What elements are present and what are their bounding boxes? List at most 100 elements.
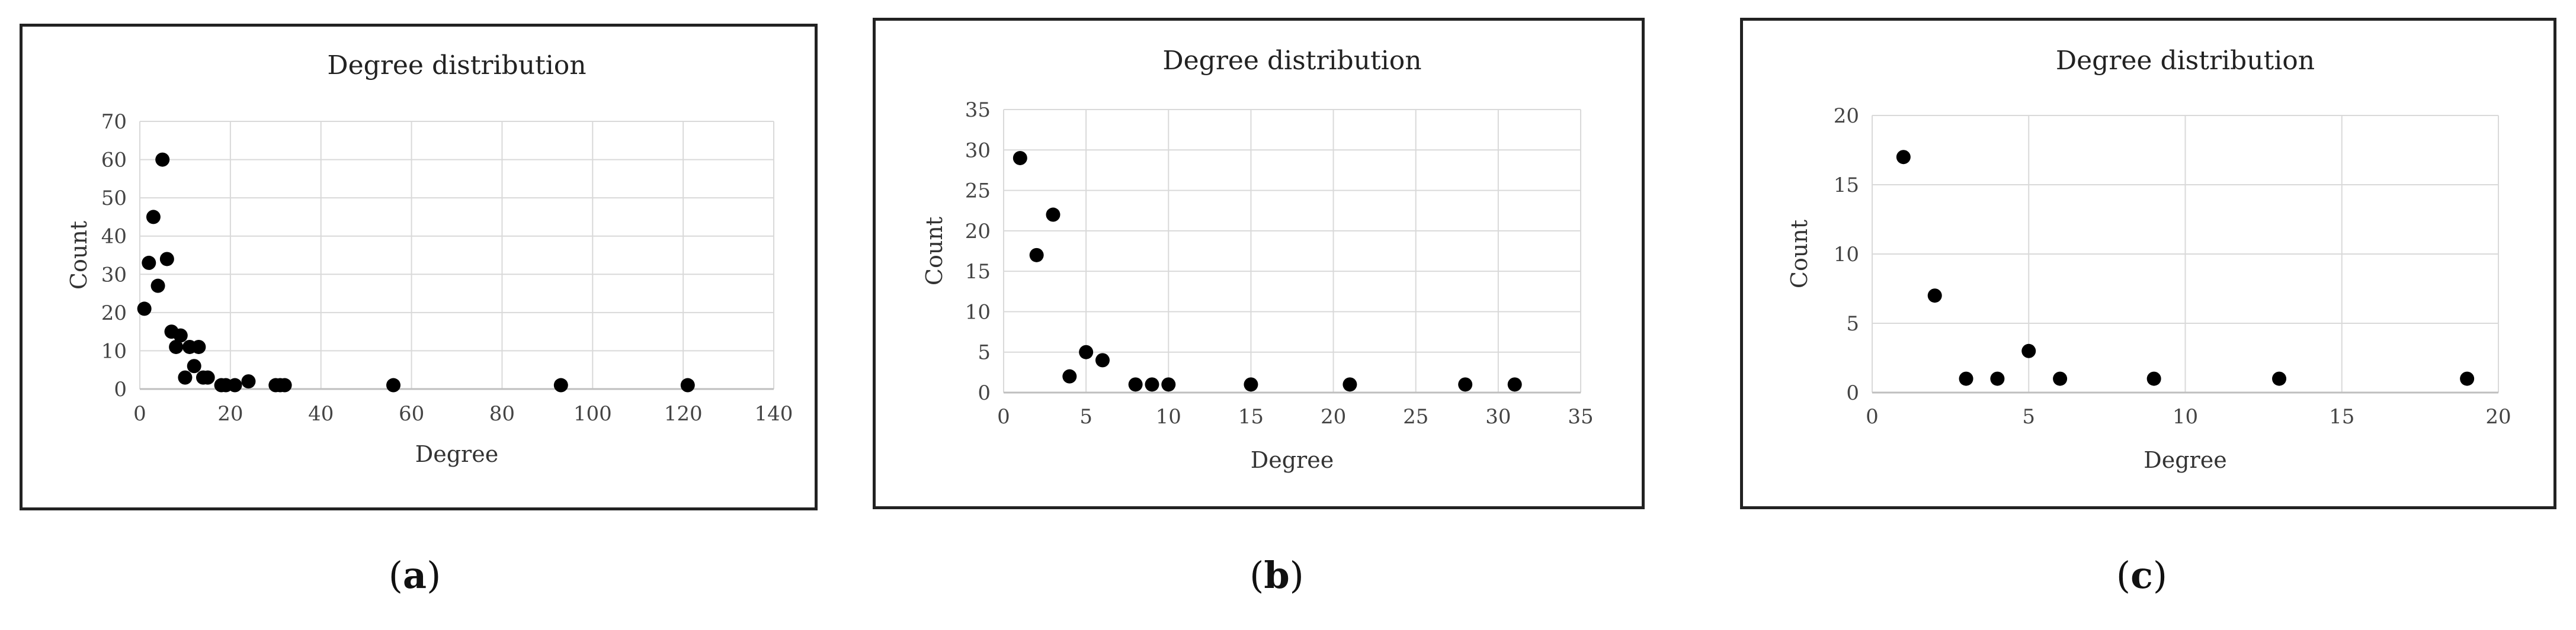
data-point-b <box>1161 377 1176 392</box>
y-tick-label-a: 50 <box>101 187 127 210</box>
data-point-c <box>1927 288 1942 303</box>
data-point-b <box>1507 377 1522 392</box>
x-tick-label-a: 140 <box>755 402 793 426</box>
y-tick-label-c: 15 <box>1834 173 1859 197</box>
y-tick-label-a: 20 <box>101 301 127 325</box>
x-tick-label-b: 25 <box>1403 405 1428 429</box>
data-point-b <box>1013 150 1027 165</box>
data-point-a <box>155 152 170 167</box>
data-point-b <box>1128 377 1143 392</box>
y-tick-label-c: 20 <box>1834 104 1859 128</box>
data-point-a <box>386 378 401 393</box>
scatter-plot-b: Degree distribution 0 5 10 15 20 25 30 35 0 5 10 15 2… <box>921 46 1594 473</box>
data-point-c <box>2021 343 2036 358</box>
x-axis-title-c: Degree <box>2144 447 2226 473</box>
scatter-plot-c: Degree distribution 0 5 10 15 20 0 5 10 15 20 Degre… <box>1786 46 2511 473</box>
x-tick-label-c: 5 <box>2022 405 2035 429</box>
x-tick-label-b: 30 <box>1485 405 1511 429</box>
x-tick-label-a: 0 <box>133 402 146 426</box>
x-tick-label-b: 20 <box>1321 405 1346 429</box>
x-tick-label-b: 0 <box>997 405 1010 429</box>
y-tick-label-a: 40 <box>101 225 127 249</box>
data-point-a <box>150 278 165 293</box>
data-point-b <box>1046 207 1060 222</box>
x-tick-label-a: 60 <box>399 402 424 426</box>
data-point-a <box>277 378 292 393</box>
caption-b: (b) <box>1249 554 1304 597</box>
y-tick-label-b: 15 <box>965 260 991 284</box>
data-point-a <box>241 374 256 389</box>
y-tick-label-a: 30 <box>101 263 127 287</box>
data-point-a <box>553 378 568 393</box>
data-point-b <box>1079 345 1094 359</box>
data-point-a <box>191 339 206 354</box>
chart-c: Degree distribution 0 5 10 15 20 0 5 10 15 20 Degre… <box>1740 18 2556 509</box>
data-point-a <box>146 210 161 224</box>
data-point-a <box>187 359 201 374</box>
data-point-a <box>680 378 695 393</box>
data-point-a <box>178 370 193 385</box>
y-axis-title-b: Count <box>921 217 947 285</box>
chart-b: Degree distribution 0 5 10 15 20 25 30 35 0 5 10 15 2… <box>873 18 1645 509</box>
chart-title-c: Degree distribution <box>2056 46 2315 76</box>
y-tick-label-a: 70 <box>101 110 127 134</box>
data-point-b <box>1145 377 1159 392</box>
data-point-a <box>137 301 152 316</box>
y-tick-label-b: 0 <box>978 381 991 405</box>
y-tick-label-b: 35 <box>965 98 991 122</box>
y-tick-label-a: 10 <box>101 339 127 363</box>
data-point-c <box>1990 371 2005 386</box>
x-tick-label-b: 35 <box>1568 405 1593 429</box>
data-point-c <box>1959 371 1973 386</box>
x-tick-label-c: 15 <box>2329 405 2354 429</box>
y-tick-label-b: 30 <box>965 139 991 162</box>
x-tick-label-a: 120 <box>664 402 703 426</box>
y-tick-label-a: 0 <box>114 378 127 401</box>
data-point-b <box>1343 377 1357 392</box>
x-axis-title-b: Degree <box>1251 447 1334 473</box>
y-tick-label-c: 5 <box>1846 312 1859 336</box>
chart-title-a: Degree distribution <box>327 50 586 81</box>
x-tick-label-a: 80 <box>489 402 515 426</box>
data-point-a <box>142 255 156 270</box>
x-tick-label-a: 40 <box>308 402 334 426</box>
data-point-b <box>1244 377 1258 392</box>
data-point-b <box>1062 369 1077 384</box>
data-point-b <box>1458 377 1473 392</box>
x-axis-title-a: Degree <box>415 441 498 467</box>
y-axis-title-c: Count <box>1786 220 1812 288</box>
data-point-c <box>2053 371 2068 386</box>
data-point-c <box>2272 371 2287 386</box>
data-point-c <box>2146 371 2161 386</box>
x-tick-label-c: 20 <box>2485 405 2511 429</box>
data-point-a <box>169 339 184 354</box>
x-tick-label-b: 10 <box>1156 405 1181 429</box>
y-tick-label-a: 60 <box>101 149 127 172</box>
y-tick-label-b: 10 <box>965 300 991 324</box>
chart-title-b: Degree distribution <box>1162 46 1421 76</box>
data-point-a <box>159 252 174 266</box>
x-tick-label-b: 5 <box>1079 405 1092 429</box>
y-axis-title-a: Count <box>66 221 92 290</box>
data-point-c <box>1896 150 1911 165</box>
chart-a: Degree distribution 0 10 20 30 40 50 60 70 0 20 40 6… <box>20 24 818 510</box>
x-tick-label-a: 20 <box>217 402 243 426</box>
x-tick-label-c: 0 <box>1866 405 1879 429</box>
y-tick-label-c: 10 <box>1834 243 1859 266</box>
caption-letter-c: c <box>2130 554 2153 597</box>
caption-a: (a) <box>388 554 441 597</box>
data-point-b <box>1029 247 1044 262</box>
data-point-a <box>200 370 215 385</box>
y-tick-label-b: 25 <box>965 179 991 203</box>
y-tick-label-b: 5 <box>978 341 991 365</box>
caption-letter-a: a <box>402 554 427 597</box>
caption-letter-b: b <box>1264 554 1290 597</box>
x-tick-label-b: 15 <box>1238 405 1264 429</box>
y-tick-label-b: 20 <box>965 220 991 243</box>
scatter-plot-a: Degree distribution 0 10 20 30 40 50 60 70 0 20 40 6… <box>66 50 793 467</box>
data-point-a <box>173 328 188 343</box>
y-tick-label-c: 0 <box>1846 381 1859 405</box>
x-tick-label-c: 10 <box>2173 405 2198 429</box>
data-point-b <box>1095 353 1110 368</box>
x-tick-label-a: 100 <box>573 402 612 426</box>
